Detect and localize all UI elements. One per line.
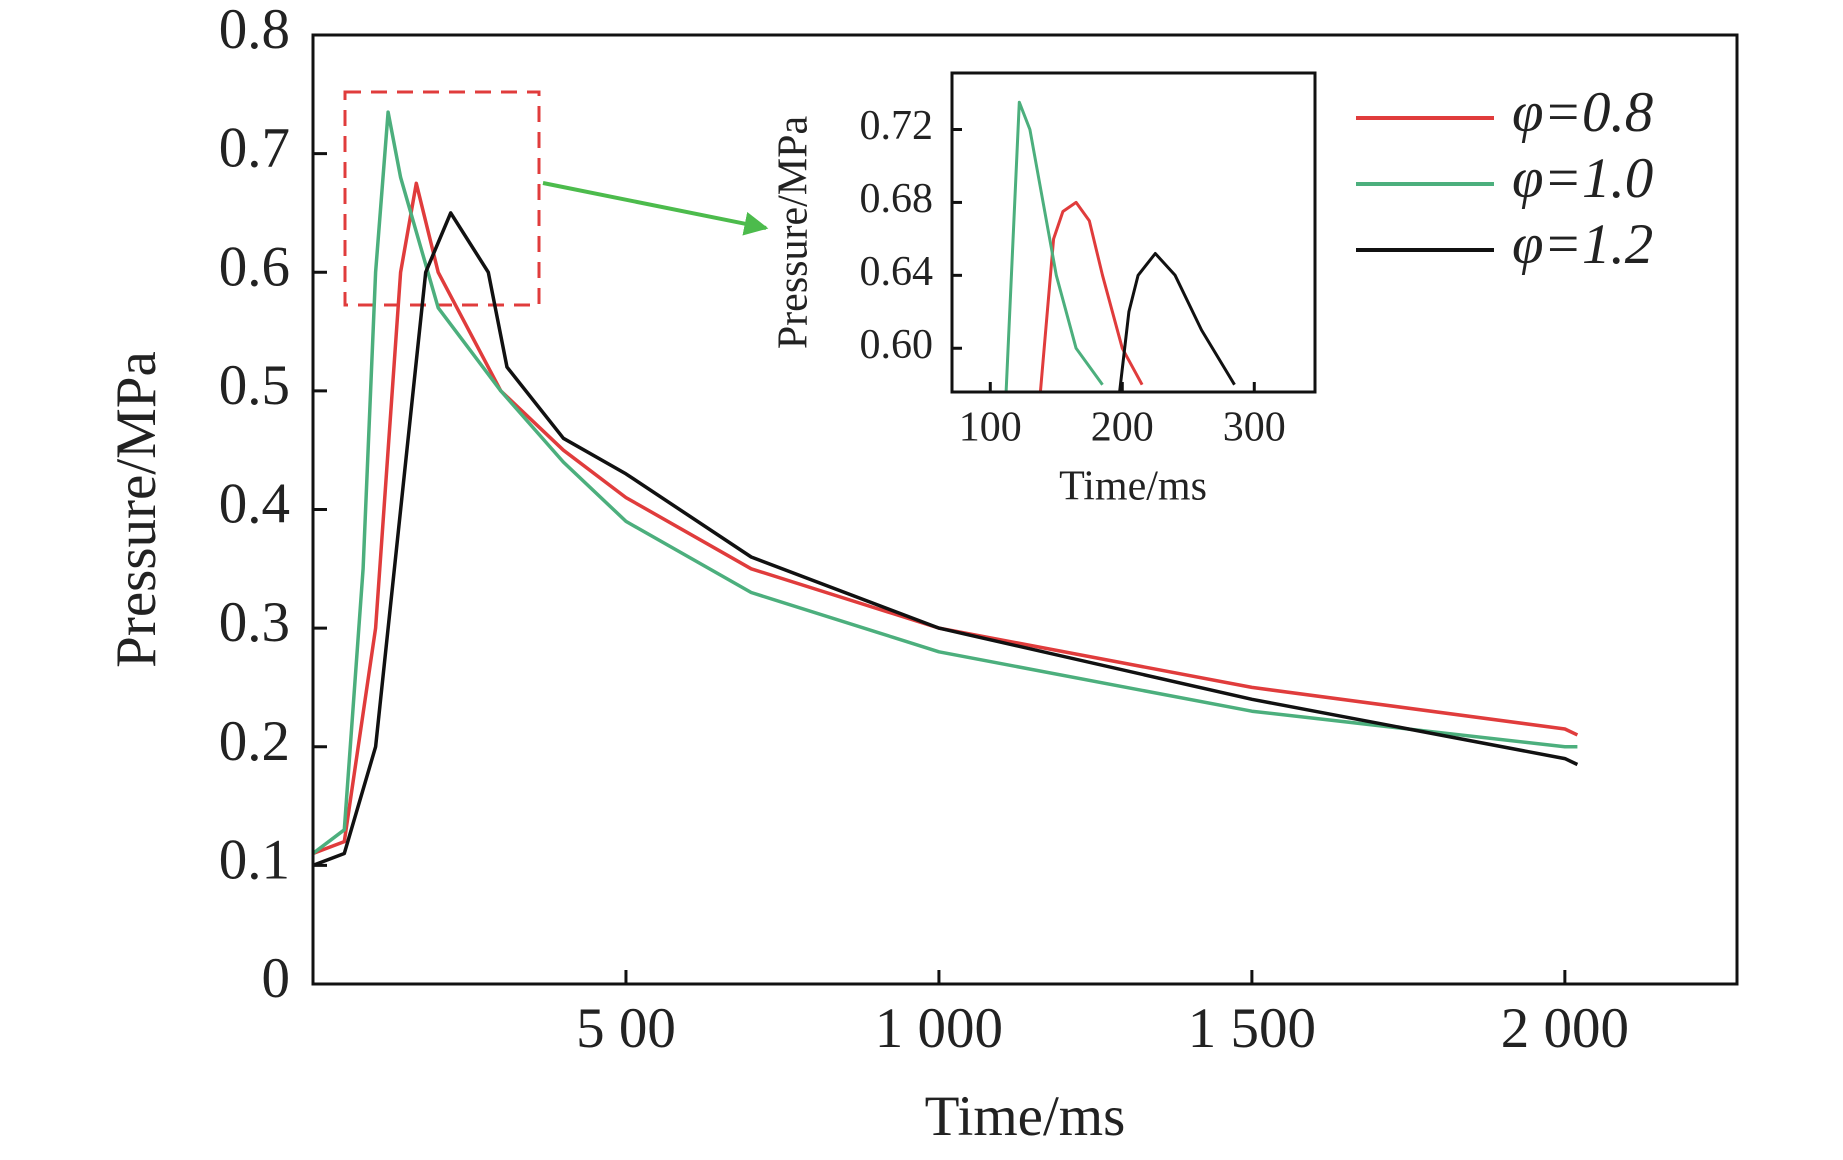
y-tick-label: 0.1 [219,828,290,891]
y-tick-label: 0.5 [219,354,290,417]
x-axis-title: Time/ms [925,1085,1126,1148]
y-tick-label: 0.7 [219,117,290,180]
inset-chart: 100 200 300 0.72 0.68 0.64 0.60 Time/ms Pressure… [771,71,1317,510]
y-tick-label: 0.3 [219,591,290,654]
main-chart: 5 00 1 000 1 500 2 000 0 0.1 0.2 0.3 0.4 0.5 0.6 0.… [105,0,1739,1148]
y-tick-label: 0.72 [860,103,934,149]
legend-label: φ=1.2 [1512,213,1653,276]
zoom-box [343,90,541,307]
x-tick-label: 1 500 [1188,997,1316,1060]
x-tick-label: 2 000 [1501,997,1629,1060]
y-tick-label: 0.2 [219,710,290,773]
plot-frame [950,71,1317,394]
y-tick-label: 0.68 [860,176,934,222]
zoom-arrow [542,181,769,236]
y-axis-title: Pressure/MPa [105,351,168,668]
series-line [313,110,1578,855]
legend-label: φ=1.0 [1512,147,1653,210]
x-tick-label: 5 00 [576,997,676,1060]
x-tick-label: 300 [1223,405,1286,451]
x-tick-label: 1 000 [875,997,1003,1060]
x-tick-label: 100 [959,405,1022,451]
series-line [1004,100,1104,392]
series-line [313,211,1579,868]
lines [1004,100,1236,392]
y-tick-label: 0.8 [219,0,290,61]
x-tick-label: 200 [1091,405,1154,451]
y-tick-label: 0.64 [860,249,934,295]
y-tick-label: 0 [262,947,291,1010]
series-line [313,181,1579,856]
y-tick-label: 0.6 [219,235,290,298]
y-tick-label: 0.4 [219,473,290,536]
series-line [1038,200,1144,392]
legend-label: φ=0.8 [1512,81,1653,144]
y-axis-title: Pressure/MPa [771,115,817,349]
y-tick-label: 0.60 [860,322,934,368]
series-line [1118,252,1236,392]
x-axis-title: Time/ms [1059,464,1207,510]
lines [313,110,1579,868]
